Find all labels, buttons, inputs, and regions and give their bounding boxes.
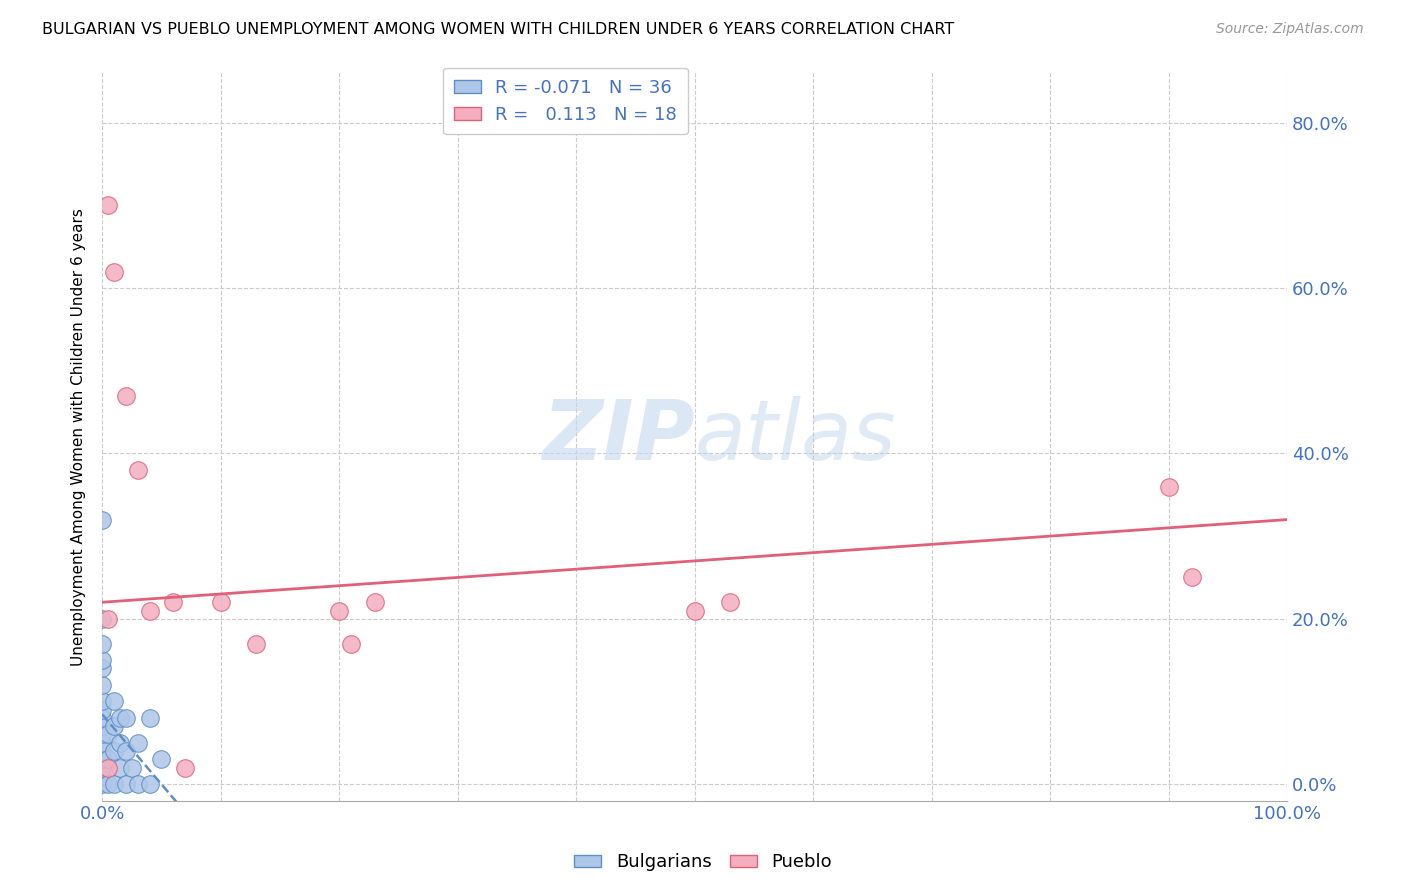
Legend: R = -0.071   N = 36, R =   0.113   N = 18: R = -0.071 N = 36, R = 0.113 N = 18 [443,68,688,135]
Point [174,760,197,774]
Point [91,719,114,733]
Point [115,711,138,725]
Point [138,777,160,791]
Point [97,727,120,741]
Point [91,661,114,675]
Point [91,653,114,667]
Legend: Bulgarians, Pueblo: Bulgarians, Pueblo [567,847,839,879]
Point [91,512,114,526]
Point [718,595,741,609]
Point [115,744,138,758]
Point [364,595,387,609]
Text: BULGARIAN VS PUEBLO UNEMPLOYMENT AMONG WOMEN WITH CHILDREN UNDER 6 YEARS CORRELA: BULGARIAN VS PUEBLO UNEMPLOYMENT AMONG W… [42,22,955,37]
Point [91,694,114,708]
Point [121,760,143,774]
Point [97,198,120,212]
Point [97,752,120,766]
Point [340,636,363,650]
Point [108,711,131,725]
Y-axis label: Unemployment Among Women with Children Under 6 years: Unemployment Among Women with Children U… [72,208,86,665]
Point [127,463,149,477]
Point [108,736,131,750]
Point [115,777,138,791]
Point [103,777,125,791]
Point [103,694,125,708]
Text: atlas: atlas [695,396,896,477]
Point [127,777,149,791]
Point [91,744,114,758]
Point [1181,570,1204,584]
Point [103,264,125,278]
Point [91,636,114,650]
Point [91,711,114,725]
Point [138,603,160,617]
Point [91,769,114,783]
Point [91,752,114,766]
Point [97,612,120,626]
Point [91,703,114,717]
Point [91,760,114,774]
Point [91,612,114,626]
Point [127,736,149,750]
Point [108,760,131,774]
Point [683,603,706,617]
Text: ZIP: ZIP [543,396,695,477]
Point [138,711,160,725]
Point [115,388,138,402]
Point [97,760,120,774]
Point [91,736,114,750]
Point [245,636,267,650]
Point [91,678,114,692]
Point [97,777,120,791]
Point [91,777,114,791]
Point [162,595,184,609]
Text: Source: ZipAtlas.com: Source: ZipAtlas.com [1216,22,1364,37]
Point [103,719,125,733]
Point [1157,479,1180,493]
Point [328,603,350,617]
Point [150,752,173,766]
Point [103,744,125,758]
Point [209,595,232,609]
Point [91,727,114,741]
